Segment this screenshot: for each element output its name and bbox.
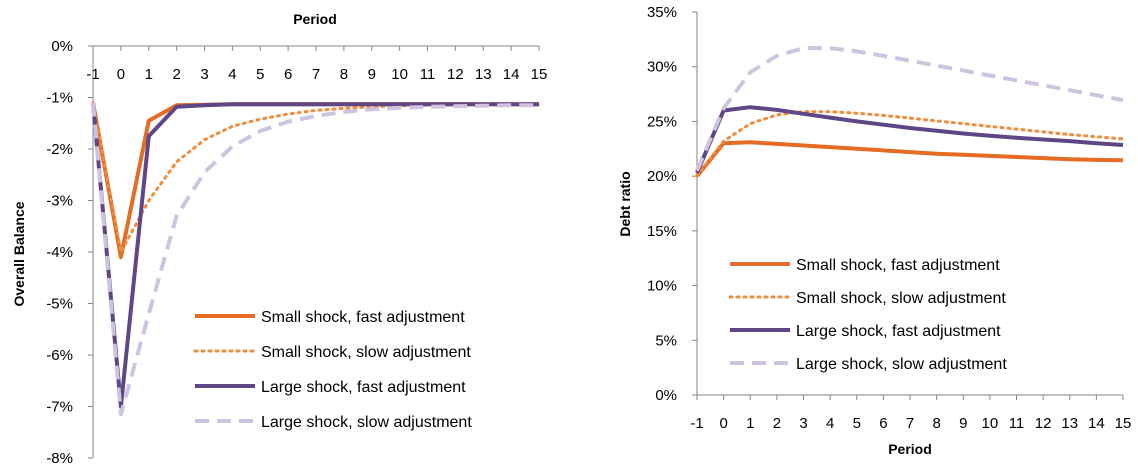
x-tick-label: 10 — [391, 66, 408, 83]
x-tick-label: 8 — [932, 415, 940, 432]
legend-label: Small shock, slow adjustment — [796, 290, 1006, 307]
x-tick-label: 14 — [503, 66, 520, 83]
y-tick-label: 10% — [647, 278, 677, 295]
y-tick-label: 0% — [51, 38, 73, 55]
x-tick-label: 3 — [799, 415, 807, 432]
y-axis-title: Debt ratio — [617, 171, 633, 236]
y-tick-label: -1% — [46, 90, 73, 107]
y-tick-label: -8% — [46, 450, 73, 467]
y-tick-label: -6% — [46, 347, 73, 364]
y-tick-label: -5% — [46, 296, 73, 313]
x-tick-label: -1 — [86, 66, 99, 83]
x-tick-label: -1 — [690, 415, 703, 432]
x-tick-label: 8 — [340, 66, 348, 83]
x-tick-label: 7 — [312, 66, 320, 83]
legend-label: Large shock, slow adjustment — [261, 414, 472, 431]
x-tick-label: 6 — [284, 66, 292, 83]
y-tick-label: -2% — [46, 141, 73, 158]
legend: Small shock, fast adjustment Small shock,… — [193, 309, 472, 431]
x-tick-label: 5 — [256, 66, 264, 83]
x-tick-label: 1 — [746, 415, 754, 432]
series-line-2 — [695, 110, 1125, 178]
x-tick-label: 11 — [420, 66, 436, 83]
x-tick-label: 13 — [1061, 415, 1078, 432]
x-tick-label: 12 — [1035, 415, 1052, 432]
x-tick-label: 14 — [1088, 415, 1105, 432]
y-tick-label: 20% — [647, 168, 677, 185]
x-tick-label: 4 — [826, 415, 834, 432]
y-tick-label: 25% — [647, 113, 677, 130]
x-tick-label: 0 — [719, 415, 727, 432]
series-line-1 — [695, 140, 1124, 178]
x-tick-label: 9 — [959, 415, 967, 432]
legend-label: Large shock, slow adjustment — [796, 356, 1007, 373]
legend-label: Large shock, fast adjustment — [796, 323, 1001, 340]
x-tick-label: 5 — [853, 415, 861, 432]
y-tick-label: 0% — [655, 387, 677, 404]
x-tick-label: 11 — [1009, 415, 1025, 432]
y-tick-label: -7% — [46, 399, 73, 416]
series-line-3 — [695, 105, 1124, 174]
chart-1: 0%-1%-2%-3%-4%-5%-6%-7%-8%-1 0 1 2 3 4 5 6 7 8 9 10… — [11, 11, 547, 467]
y-tick-label: -3% — [46, 193, 73, 210]
x-tick-label: 2 — [773, 415, 781, 432]
y-tick-label: 5% — [655, 332, 677, 349]
y-tick-label: 30% — [647, 59, 677, 76]
x-tick-label: 13 — [475, 66, 492, 83]
x-tick-label: 12 — [447, 66, 464, 83]
y-tick-label: 15% — [647, 223, 677, 240]
x-tick-label: 1 — [145, 66, 153, 83]
x-tick-label: 4 — [228, 66, 236, 83]
x-tick-label: 2 — [172, 66, 180, 83]
y-axis-title: Overall Balance — [11, 201, 27, 306]
y-tick-label: 35% — [647, 4, 677, 21]
x-tick-label: 7 — [906, 415, 914, 432]
x-tick-label: 3 — [200, 66, 208, 83]
legend-label: Small shock, fast adjustment — [796, 257, 1000, 274]
legend-label: Large shock, fast adjustment — [261, 379, 466, 396]
series-line-4 — [91, 102, 539, 417]
x-tick-label: 6 — [879, 415, 887, 432]
x-tick-label: 10 — [982, 415, 999, 432]
x-axis-title: Period — [888, 441, 932, 457]
x-tick-label: 15 — [1115, 415, 1132, 432]
legend-label: Small shock, slow adjustment — [261, 344, 471, 361]
x-tick-label: 9 — [368, 66, 376, 83]
x-tick-label: 0 — [117, 66, 125, 83]
legend: Small shock, fast adjustment Small shock,… — [728, 257, 1007, 373]
chart-2: 0%5%10%15%20%25%30%35%-1 0 1 2 3 4 5 6 7 8 9 10 11 12… — [617, 4, 1131, 457]
x-tick-label: 15 — [531, 66, 548, 83]
series-line-4 — [695, 46, 1124, 172]
y-tick-label: -4% — [46, 244, 73, 261]
x-axis-title: Period — [293, 11, 337, 27]
legend-label: Small shock, fast adjustment — [261, 309, 465, 326]
